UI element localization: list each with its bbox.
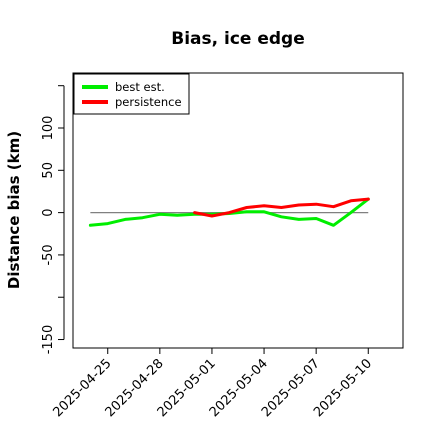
legend-box [73,73,190,115]
legend-label: best est. [115,80,165,94]
y-tick-label: 0 [41,208,56,216]
y-tick-label: -50 [41,244,56,265]
y-tick-label: 100 [41,116,56,141]
chart-title: Bias, ice edge [171,29,305,49]
x-axis: 2025-04-252025-04-282025-05-012025-05-04… [51,347,375,420]
legend: best est.persistence [73,73,190,115]
y-axis: -150 -50 0 50 100 [41,85,65,355]
series-line-persistence [193,197,370,218]
legend-label: persistence [115,95,182,109]
y-tick-label: 50 [41,162,56,179]
y-tick-label: -150 [41,325,56,355]
series-layer [88,197,370,227]
y-axis-label: Distance bias (km) [5,131,23,289]
